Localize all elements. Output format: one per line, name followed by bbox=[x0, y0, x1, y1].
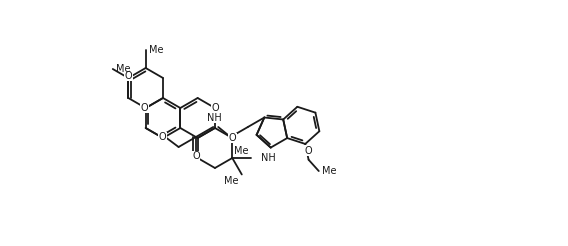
Text: Me: Me bbox=[224, 176, 239, 186]
Text: O: O bbox=[158, 132, 166, 142]
Text: O: O bbox=[211, 103, 219, 113]
Text: O: O bbox=[192, 151, 200, 161]
Text: O: O bbox=[141, 103, 148, 113]
Text: Me: Me bbox=[116, 64, 130, 74]
Text: Me: Me bbox=[234, 146, 248, 156]
Text: Me: Me bbox=[321, 166, 336, 176]
Text: NH: NH bbox=[207, 113, 222, 123]
Text: NH: NH bbox=[261, 153, 276, 163]
Text: O: O bbox=[124, 71, 132, 81]
Text: O: O bbox=[305, 146, 312, 156]
Text: O: O bbox=[228, 133, 236, 143]
Text: Me: Me bbox=[149, 45, 163, 55]
